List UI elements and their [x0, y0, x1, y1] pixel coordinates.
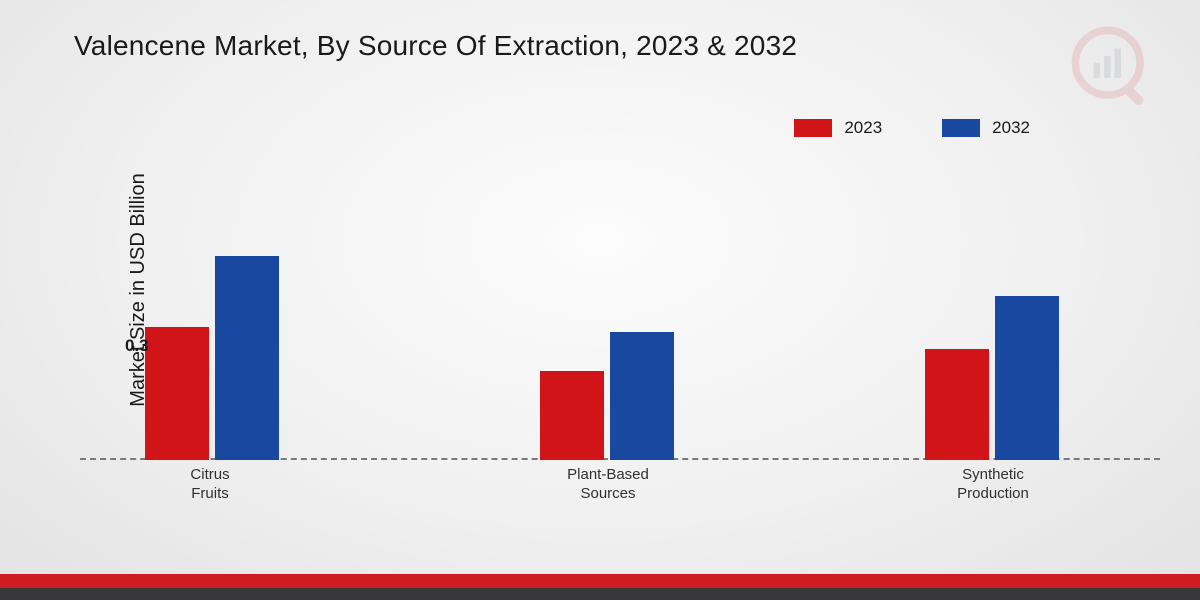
bar-citrus-2032 — [215, 256, 279, 460]
legend-item-2023: 2023 — [794, 118, 882, 138]
x-label-citrus: CitrusFruits — [130, 466, 290, 504]
legend-label-2023: 2023 — [844, 118, 882, 138]
bar-group-plant — [540, 332, 674, 460]
legend-item-2032: 2032 — [942, 118, 1030, 138]
legend-swatch-2032 — [942, 119, 980, 137]
x-label-synthetic: SyntheticProduction — [913, 466, 1073, 504]
bar-group-citrus — [145, 256, 279, 460]
bar-synthetic-2032 — [995, 296, 1059, 460]
bar-group-synthetic — [925, 296, 1059, 460]
bar-plant-2023 — [540, 371, 604, 460]
footer-dark-bar — [0, 588, 1200, 600]
legend-label-2032: 2032 — [992, 118, 1030, 138]
bar-synthetic-2023 — [925, 349, 989, 460]
watermark-logo-icon — [1065, 20, 1160, 120]
plot-area: 0.3 CitrusFruits Plant-BasedSources Synt… — [80, 150, 1160, 460]
legend-swatch-2023 — [794, 119, 832, 137]
bar-citrus-2023 — [145, 327, 209, 460]
bar-plant-2032 — [610, 332, 674, 460]
legend: 2023 2032 — [794, 118, 1030, 138]
chart-stage: Valencene Market, By Source Of Extractio… — [0, 0, 1200, 600]
value-label-citrus-2023: 0.3 — [125, 336, 149, 356]
footer-red-bar — [0, 574, 1200, 588]
x-label-plant: Plant-BasedSources — [528, 466, 688, 504]
chart-title: Valencene Market, By Source Of Extractio… — [74, 30, 797, 62]
footer-stripe — [0, 574, 1200, 600]
